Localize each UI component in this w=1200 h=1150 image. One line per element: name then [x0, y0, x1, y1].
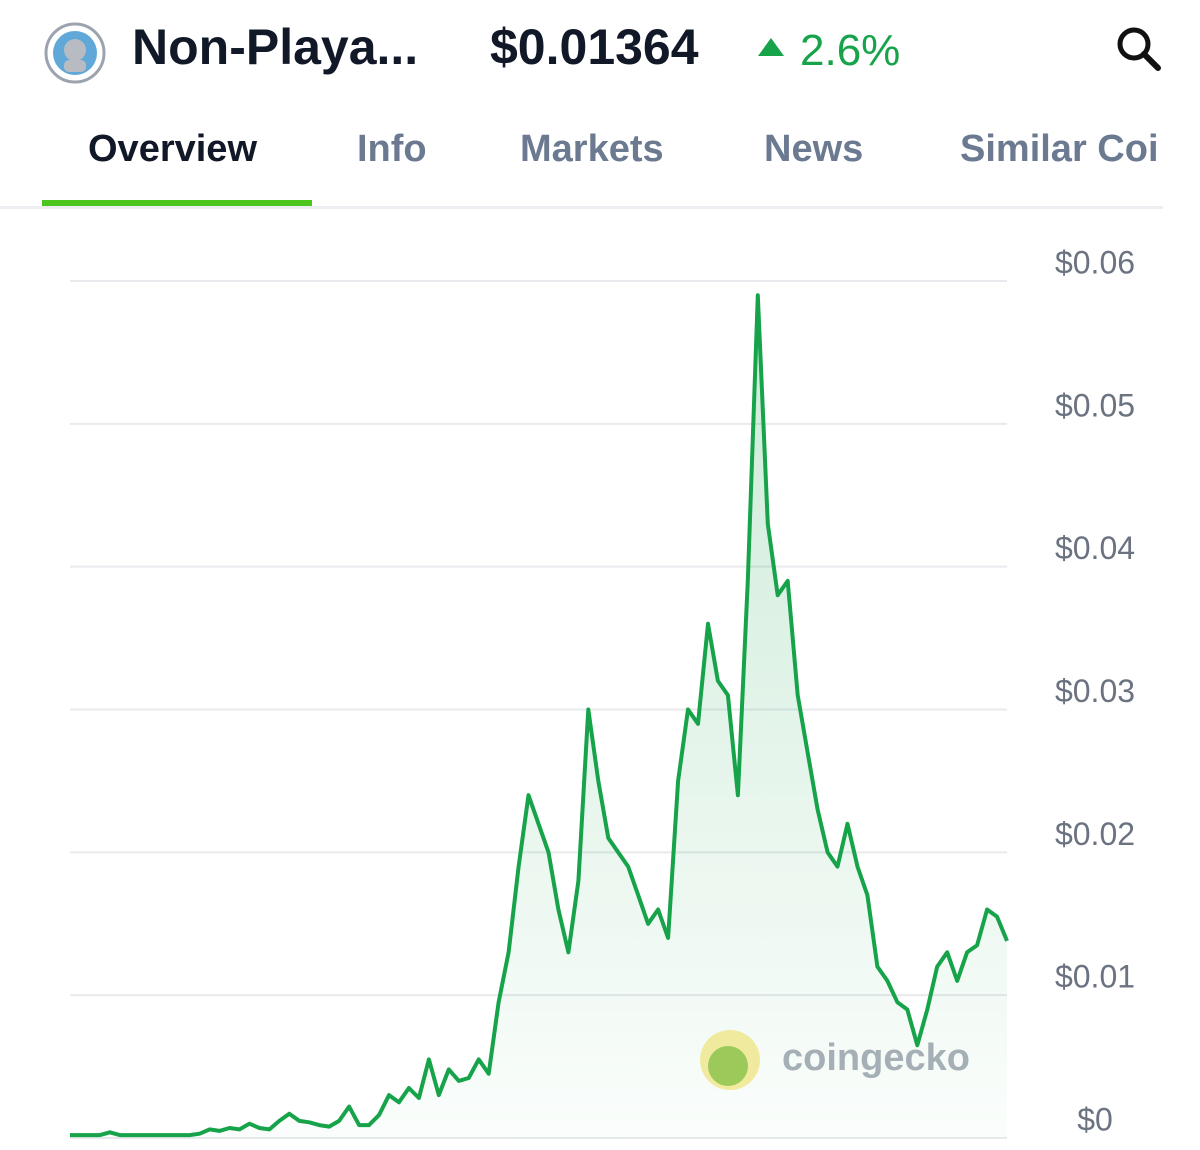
tab-separator	[0, 206, 1163, 209]
y-tick-label: $0.02	[1055, 816, 1135, 852]
active-tab-underline	[42, 200, 312, 206]
coin-logo	[44, 22, 106, 84]
y-tick-label: $0.04	[1055, 530, 1135, 566]
search-icon[interactable]	[1114, 24, 1164, 74]
y-tick-label: $0	[1077, 1101, 1113, 1137]
tab[interactable]: News	[764, 128, 864, 170]
y-tick-label: $0.05	[1055, 387, 1135, 423]
tab[interactable]: Markets	[520, 128, 664, 170]
y-tick-label: $0.06	[1055, 244, 1135, 280]
coin-price: $0.01364	[490, 19, 699, 75]
price-line	[70, 293, 1009, 1138]
tab[interactable]: Info	[357, 128, 427, 170]
price-area	[70, 295, 1007, 1138]
tab[interactable]: Similar Coi	[960, 128, 1159, 170]
tab-bar: Overview Info Markets News Similar Coi	[0, 0, 1163, 210]
coin-name: Non-Playa...	[132, 19, 419, 75]
up-arrow	[758, 38, 784, 56]
y-tick-label: $0.03	[1055, 673, 1135, 709]
tab[interactable]: Overview	[88, 128, 257, 170]
price-chart: $0.06$0.05$0.04$0.03$0.02$0.01$0coingeck…	[70, 244, 1135, 1139]
price-change: 2.6%	[800, 26, 901, 75]
y-tick-label: $0.01	[1055, 959, 1135, 995]
